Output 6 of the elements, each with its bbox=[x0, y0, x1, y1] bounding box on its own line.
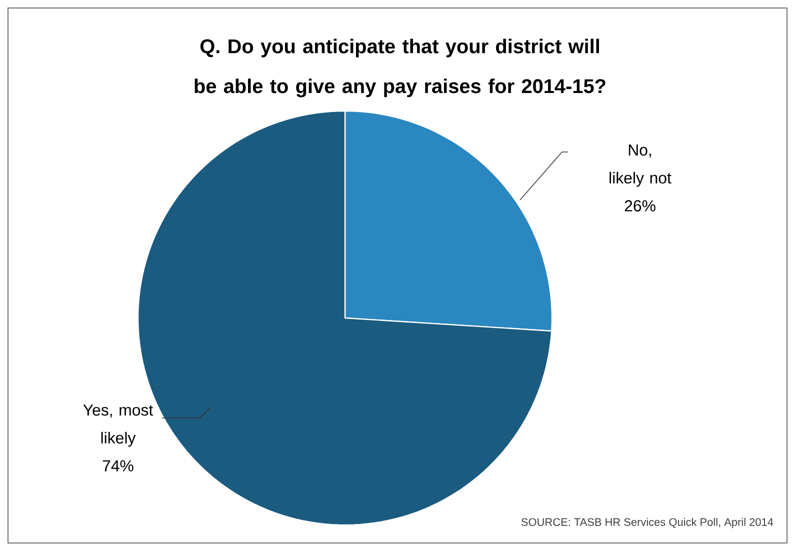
data-label: 74% bbox=[102, 460, 134, 472]
slice-label: Yes, most likely bbox=[83, 404, 154, 447]
slice-label: No, likely not bbox=[610, 144, 672, 187]
data-label: 26% bbox=[624, 200, 656, 212]
source-note: SOURCE: TASB HR Services Quick Poll, April 2014 bbox=[521, 518, 774, 528]
chart-title: Q. Do you anticipate that your district will be able to give any pay raises for 2014-15? bbox=[194, 38, 606, 98]
